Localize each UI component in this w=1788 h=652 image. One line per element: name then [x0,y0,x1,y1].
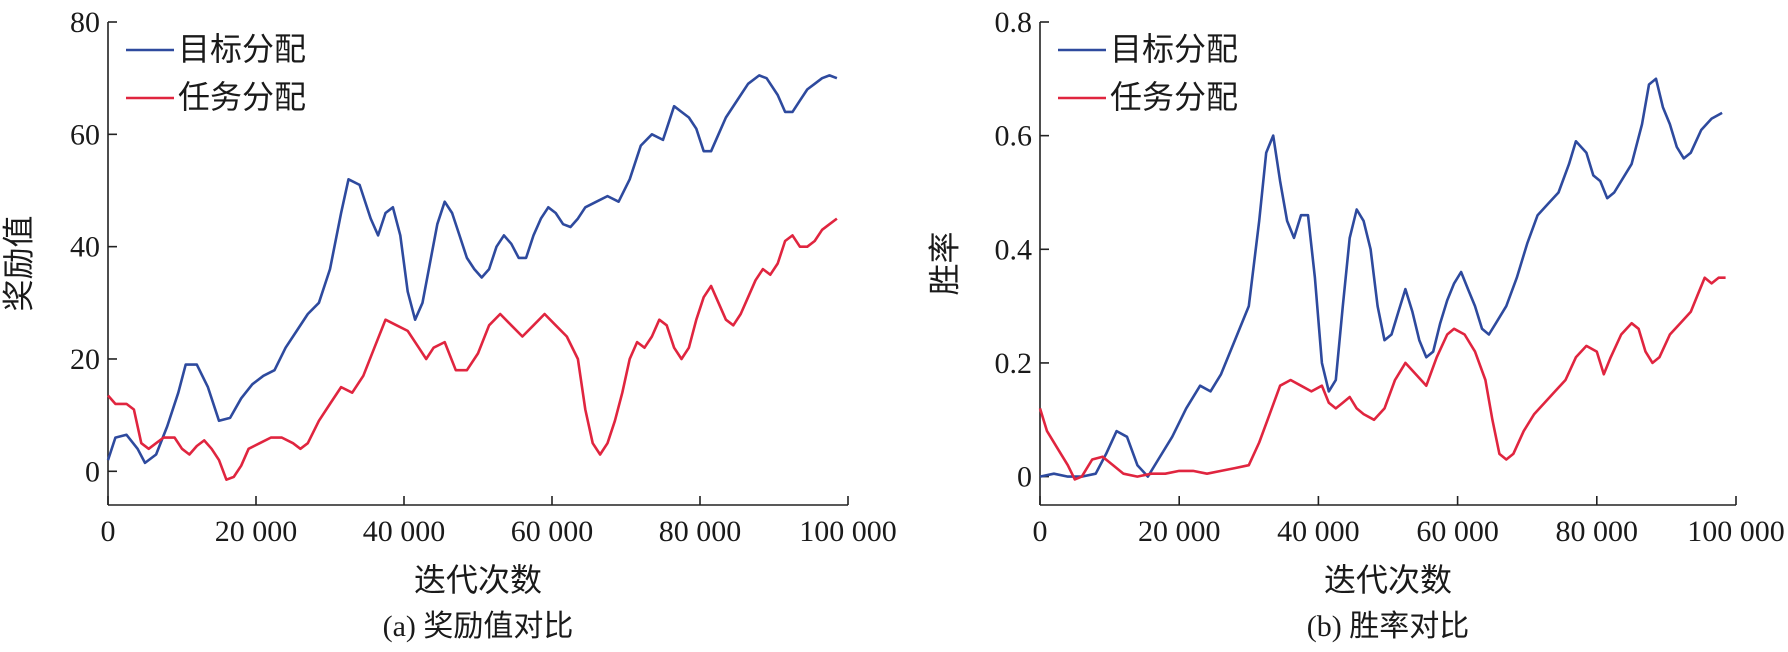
chart-caption: (b) 胜率对比 [1307,610,1469,643]
x-axis-label: 迭代次数 [1324,562,1452,598]
series-line-1 [107,217,838,481]
legend-label: 目标分配 [1110,31,1238,67]
y-tick-label: 0.8 [995,6,1033,39]
y-tick-label: 20 [70,343,100,376]
x-axis-label: 迭代次数 [414,562,542,598]
x-tick-label: 20 000 [215,515,298,548]
y-tick-label: 40 [70,231,100,264]
series-line-0 [106,74,838,465]
x-tick-label: 60 000 [511,515,594,548]
x-tick-label: 100 000 [799,515,897,548]
x-tick-label: 100 000 [1687,515,1785,548]
x-tick-label: 40 000 [363,515,446,548]
legend-label: 任务分配 [1110,79,1238,115]
x-tick-label: 80 000 [1556,515,1639,548]
chart-caption: (a) 奖励值对比 [383,610,574,643]
series-line-1 [1038,276,1726,481]
legend-label: 任务分配 [178,79,306,115]
legend-label: 目标分配 [178,31,306,67]
y-tick-label: 0.6 [995,120,1033,153]
y-tick-label: 0 [85,455,100,488]
y-tick-label: 60 [70,118,100,151]
y-tick-label: 0 [1017,461,1032,494]
y-axis-label: 奖励值 [0,215,36,311]
x-tick-label: 20 000 [1138,515,1221,548]
x-tick-label: 0 [101,515,116,548]
x-tick-label: 80 000 [659,515,742,548]
series-line-0 [1039,77,1723,478]
x-tick-label: 40 000 [1277,515,1360,548]
chart-panel-a: 0 20 40 60 80 0 20 000 40 000 60 000 80 000 100 00… [0,6,896,643]
y-tick-label: 0.2 [995,347,1033,380]
y-tick-label: 80 [70,6,100,39]
chart-panel-b: 0 0.2 0.4 0.6 0.8 0 20 000 40 000 60 000 80 000 10… [926,6,1784,643]
y-axis-label: 胜率 [926,231,962,295]
x-tick-label: 60 000 [1416,515,1499,548]
x-tick-label: 0 [1033,515,1048,548]
y-tick-label: 0.4 [995,233,1033,266]
